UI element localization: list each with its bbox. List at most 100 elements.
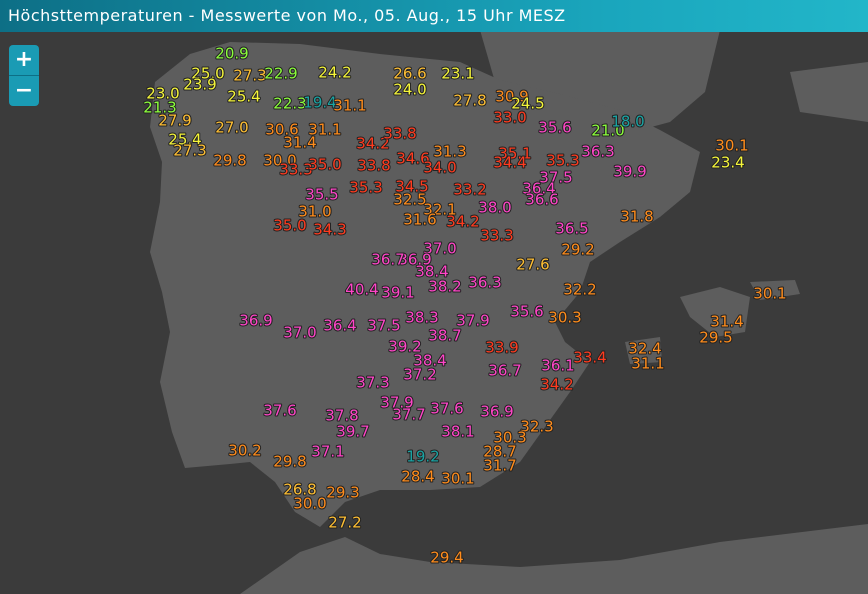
temperature-reading[interactable]: 34.5 [394,177,429,197]
temperature-reading[interactable]: 27.9 [157,111,192,131]
temperature-reading[interactable]: 38.1 [440,422,475,442]
temperature-reading[interactable]: 27.2 [327,513,362,533]
temperature-reading[interactable]: 31.4 [709,312,744,332]
temperature-reading[interactable]: 30.6 [264,120,299,140]
temperature-reading[interactable]: 28.4 [400,467,435,487]
temperature-reading[interactable]: 23.4 [710,153,745,173]
temperature-reading[interactable]: 18.0 [610,112,645,132]
temperature-reading[interactable]: 27.8 [452,91,487,111]
temperature-reading[interactable]: 37.0 [422,239,457,259]
temperature-reading[interactable]: 23.1 [440,64,475,84]
temperature-reading[interactable]: 33.4 [572,348,607,368]
temperature-reading[interactable]: 33.2 [452,180,487,200]
temperature-reading[interactable]: 31.1 [307,120,342,140]
temperature-reading[interactable]: 26.8 [282,480,317,500]
temperature-reading[interactable]: 36.4 [322,316,357,336]
zoom-out[interactable]: − [9,75,39,106]
temperature-reading[interactable]: 29.3 [325,483,360,503]
temperature-reading[interactable]: 36.3 [467,273,502,293]
temperature-reading[interactable]: 34.0 [422,158,457,178]
temperature-reading[interactable]: 21.0 [590,121,625,141]
temperature-reading[interactable]: 25.4 [226,87,261,107]
temperature-reading[interactable]: 33.3 [278,160,313,180]
temperature-reading[interactable]: 22.9 [263,64,298,84]
temperature-reading[interactable]: 36.9 [238,311,273,331]
temperature-reading[interactable]: 37.9 [455,311,490,331]
temperature-reading[interactable]: 37.5 [366,316,401,336]
temperature-reading[interactable]: 26.6 [392,64,427,84]
temperature-reading[interactable]: 27.3 [172,141,207,161]
temperature-reading[interactable]: 37.0 [282,323,317,343]
temperature-reading[interactable]: 35.3 [545,151,580,171]
temperature-reading[interactable]: 31.1 [630,354,665,374]
temperature-reading[interactable]: 36.6 [524,190,559,210]
temperature-reading[interactable]: 31.6 [402,210,437,230]
temperature-reading[interactable]: 39.2 [387,337,422,357]
temperature-reading[interactable]: 33.9 [484,338,519,358]
temperature-reading[interactable]: 33.3 [479,226,514,246]
temperature-reading[interactable]: 37.3 [355,373,390,393]
temperature-reading[interactable]: 32.5 [392,190,427,210]
temperature-reading[interactable]: 36.7 [370,250,405,270]
temperature-reading[interactable]: 40.4 [344,280,379,300]
temperature-reading[interactable]: 37.9 [379,393,414,413]
temperature-reading[interactable]: 38.0 [477,198,512,218]
temperature-reading[interactable]: 31.0 [297,202,332,222]
temperature-reading[interactable]: 29.5 [698,328,733,348]
temperature-reading[interactable]: 38.4 [414,262,449,282]
temperature-reading[interactable]: 27.3 [232,66,267,86]
temperature-reading[interactable]: 37.6 [429,399,464,419]
temperature-reading[interactable]: 38.2 [427,277,462,297]
temperature-reading[interactable]: 35.6 [509,302,544,322]
temperature-reading[interactable]: 38.4 [412,351,447,371]
temperature-reading[interactable]: 29.8 [212,151,247,171]
temperature-reading[interactable]: 31.8 [619,207,654,227]
temperature-reading[interactable]: 23.9 [182,75,217,95]
temperature-reading[interactable]: 35.1 [497,144,532,164]
temperature-reading[interactable]: 34.3 [312,220,347,240]
temperature-reading[interactable]: 36.3 [580,142,615,162]
temperature-reading[interactable]: 37.7 [391,405,426,425]
temperature-reading[interactable]: 35.3 [348,178,383,198]
temperature-reading[interactable]: 38.3 [404,308,439,328]
temperature-reading[interactable]: 30.2 [227,441,262,461]
temperature-reading[interactable]: 22.3 [272,94,307,114]
zoom-in[interactable]: + [14,47,34,72]
temperature-reading[interactable]: 32.4 [627,339,662,359]
temperature-reading[interactable]: 33.8 [356,156,391,176]
temperature-reading[interactable]: 31.7 [482,456,517,476]
temperature-reading[interactable]: 30.1 [752,284,787,304]
temperature-reading[interactable]: 39.9 [612,162,647,182]
temperature-reading[interactable]: 39.1 [380,283,415,303]
temperature-reading[interactable]: 35.6 [537,118,572,138]
temperature-reading[interactable]: 36.1 [540,356,575,376]
temperature-reading[interactable]: 19.2 [405,447,440,467]
temperature-reading[interactable]: 30.3 [547,308,582,328]
temperature-reading[interactable]: 37.5 [538,168,573,188]
temperature-reading[interactable]: 20.9 [214,44,249,64]
temperature-reading[interactable]: 23.0 [145,84,180,104]
temperature-reading[interactable]: 35.0 [272,216,307,236]
temperature-reading[interactable]: 24.2 [317,63,352,83]
temperature-reading[interactable]: 30.0 [292,494,327,514]
temperature-reading[interactable]: 27.6 [515,255,550,275]
temperature-reading[interactable]: 31.1 [332,96,367,116]
temperature-reading[interactable]: 19.4 [302,93,337,113]
temperature-reading[interactable]: 36.7 [487,361,522,381]
temperature-reading[interactable]: 30.1 [714,136,749,156]
temperature-reading[interactable]: 37.2 [402,365,437,385]
temperature-reading[interactable]: 24.0 [392,80,427,100]
temperature-reading[interactable]: 35.5 [304,185,339,205]
temperature-reading[interactable]: 36.5 [554,219,589,239]
temperature-reading[interactable]: 27.0 [214,118,249,138]
temperature-reading[interactable]: 28.7 [482,442,517,462]
temperature-reading[interactable]: 33.8 [382,124,417,144]
temperature-reading[interactable]: 32.1 [422,200,457,220]
temperature-reading[interactable]: 21.3 [142,98,177,118]
temperature-reading[interactable]: 24.5 [510,94,545,114]
temperature-reading[interactable]: 30.3 [492,428,527,448]
temperature-reading[interactable]: 30.1 [440,469,475,489]
temperature-reading[interactable]: 34.6 [395,149,430,169]
temperature-reading[interactable]: 25.4 [167,130,202,150]
temperature-reading[interactable]: 31.3 [432,142,467,162]
